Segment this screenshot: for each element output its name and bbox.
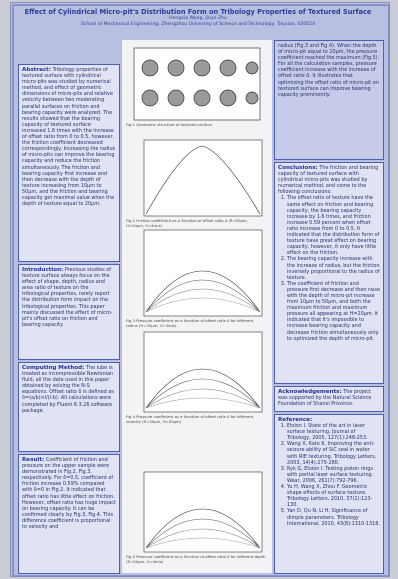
- conclusion-item: The coefficient of friction and pressure…: [287, 281, 380, 342]
- figures: [122, 40, 272, 573]
- reference: Yan D, Qu N, Li H. Significance of dimpl…: [287, 508, 380, 526]
- result-text: Coefficient of friction and pressure on …: [22, 457, 116, 530]
- title-block: Effect of Cylindrical Micro-pit's Distri…: [16, 8, 380, 34]
- caption: Fig.4 Pressure coefficient as a function…: [126, 415, 266, 425]
- abstract: Abstract: Tribology properties of textur…: [18, 64, 120, 262]
- continued: radius (Fig.3 and Fig.4). When the depth…: [274, 40, 384, 160]
- conclusions: Conclusions: The friction and bearing ca…: [274, 162, 384, 384]
- caption: Fig.5 Pressure coefficient as a function…: [126, 555, 266, 565]
- fig5: [144, 472, 262, 552]
- introduction: Introduction: Previous studies of textur…: [18, 264, 120, 360]
- figure-column: Fig.1 Geometric structure of textured su…: [122, 40, 272, 573]
- caption: Fig.2 Friction coefficient as a function…: [126, 219, 266, 229]
- heading: Result:: [22, 457, 44, 463]
- reference: Yu H, Wang X, Zhou F. Geometric shape ef…: [287, 484, 380, 508]
- heading: Acknowledgements:: [278, 389, 342, 395]
- page: {"header":{"title":"Effect of Cylindrica…: [0, 0, 398, 579]
- reference-list: Etsion I. State of the art in laser surf…: [278, 423, 380, 527]
- heading: Computing Method:: [22, 365, 84, 371]
- fig4: [144, 332, 262, 412]
- heading: Introduction:: [22, 267, 63, 273]
- caption: Fig.3 Pressure coefficient as a function…: [126, 319, 266, 329]
- acknowledgements: Acknowledgements: The project was suppor…: [274, 386, 384, 412]
- reference: Wang X, Kato K. Improving the anti-seizu…: [287, 441, 380, 465]
- method-text: The lube is treated as incompressible Ne…: [22, 365, 114, 414]
- conclusion-item: The bearing capacity increase with the i…: [287, 256, 380, 280]
- conclusion-list: The offset ratio of texture have the sam…: [278, 195, 380, 341]
- fig2: [144, 140, 262, 216]
- continued-text: radius (Fig.3 and Fig.4). When the depth…: [278, 43, 379, 98]
- reference: Ryk G, Etsion I. Testing piston rings wi…: [287, 466, 380, 484]
- references: Reference: Etsion I. State of the art in…: [274, 414, 384, 574]
- heading: Conclusions:: [278, 165, 318, 171]
- conclusion-item: The offset ratio of texture have the sam…: [287, 195, 380, 256]
- fig1: [134, 48, 260, 120]
- fig3: [144, 230, 262, 316]
- result: Result: Coefficient of friction and pres…: [18, 454, 120, 574]
- title: Effect of Cylindrical Micro-pit's Distri…: [16, 8, 380, 16]
- caption: Fig.1 Geometric structure of textured su…: [126, 123, 266, 128]
- abstract-text: Tribology properties of textured surface…: [22, 67, 115, 207]
- heading: Reference:: [278, 417, 312, 423]
- introduction-text: Previous studies of texture surface alwa…: [22, 267, 113, 328]
- affiliation: School of Mechanical Engineering, Zhengz…: [16, 22, 380, 28]
- reference: Etsion I. State of the art in laser surf…: [287, 423, 380, 441]
- heading: Abstract:: [22, 67, 51, 73]
- method: Computing Method: The lube is treated as…: [18, 362, 120, 452]
